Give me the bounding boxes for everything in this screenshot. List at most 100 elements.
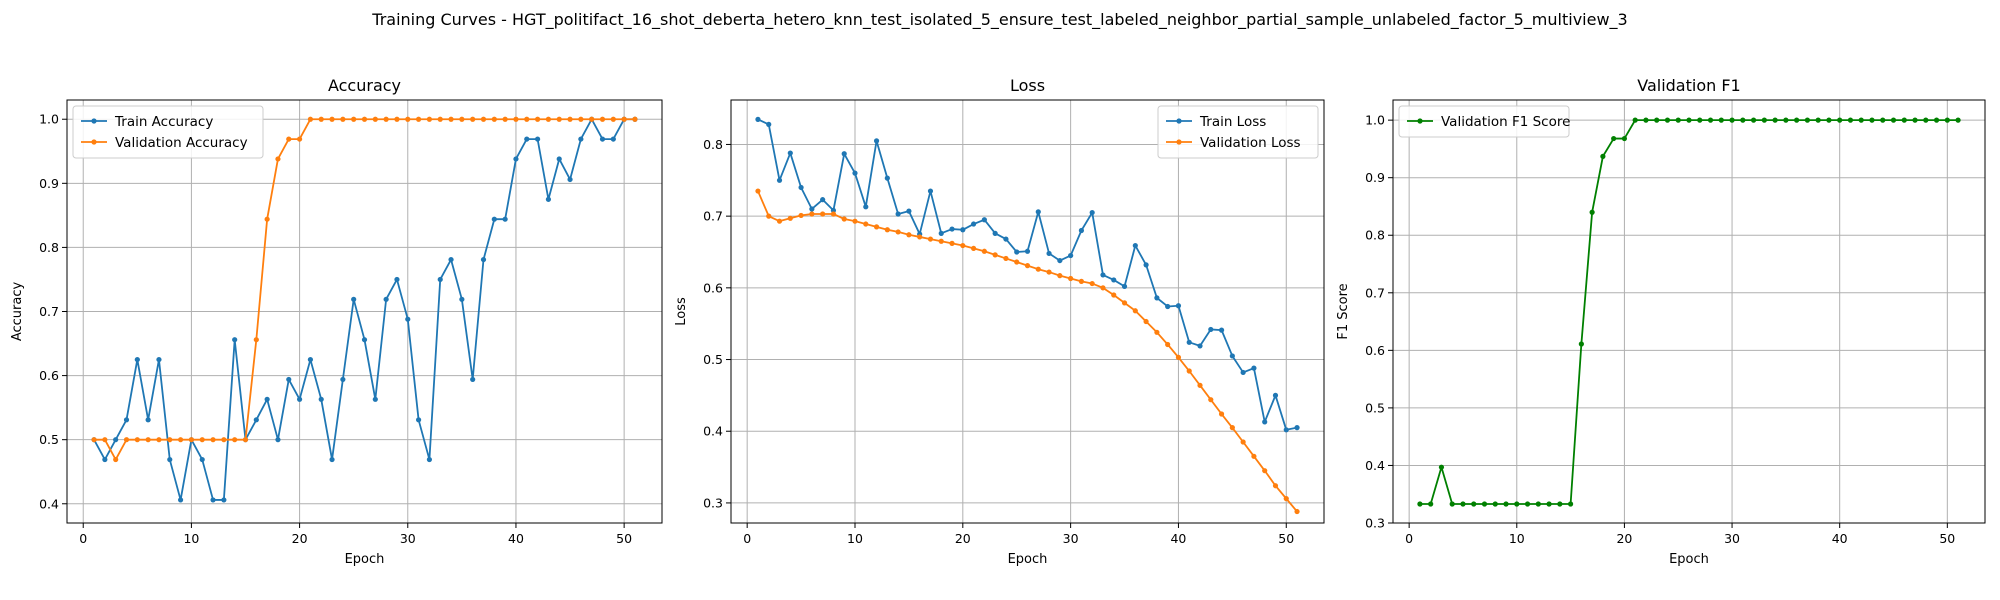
data-point [1933,117,1940,123]
data-point [927,188,934,194]
data-point [1621,135,1628,142]
legend-box [1157,105,1319,159]
data-point [1600,153,1606,159]
legend-label: Train Loss [1199,114,1266,130]
data-point [426,116,433,122]
data-point [1718,117,1724,123]
data-point [242,437,249,443]
data-point [610,136,616,142]
data-point [1675,117,1681,123]
data-point [307,116,314,122]
data-point [1707,117,1714,123]
data-point [1100,272,1106,278]
data-point [841,151,847,157]
data-point [1100,285,1106,291]
data-point [167,437,173,443]
data-point [1546,501,1552,507]
data-point [1078,278,1085,284]
data-point [1955,117,1961,123]
data-point [470,376,476,383]
legend-swatch-marker [1176,139,1182,145]
data-point [1089,209,1095,216]
data-point [534,136,541,142]
x-tick-label: 40 [1170,531,1186,546]
data-point [1815,117,1821,123]
data-point [1417,501,1423,507]
data-point [949,226,955,232]
panel-title: Validation F1 [1637,76,1740,95]
data-point [426,456,433,463]
data-point [1837,117,1843,123]
y-tick-label: 0.5 [703,352,723,367]
data-point [1186,368,1192,374]
data-point [830,207,837,214]
data-point [1003,236,1009,242]
data-point [459,296,465,302]
x-axis-label: Epoch [345,552,385,567]
data-point [1503,501,1509,507]
y-tick-label: 0.8 [703,137,723,152]
y-tick-label: 1.0 [39,112,59,127]
data-point [1165,303,1171,310]
data-point [437,276,443,283]
data-point [415,116,422,122]
data-point [415,417,422,423]
data-point [599,136,606,142]
data-point [221,497,227,503]
data-point [113,456,119,463]
y-tick-label: 0.8 [1365,228,1385,243]
data-point [1208,326,1214,333]
data-point [917,234,923,240]
data-point [91,437,97,443]
data-point [199,456,205,463]
y-axis-label: Loss [674,297,689,326]
data-point [1262,419,1268,425]
data-point [1761,117,1767,123]
data-point [1078,227,1085,234]
x-tick-label: 30 [1063,531,1079,546]
data-point [1283,427,1289,433]
x-tick-label: 0 [1405,531,1413,546]
data-point [787,215,793,221]
data-point [1218,327,1225,333]
data-point [1923,117,1929,123]
data-point [578,116,584,122]
data-point [167,456,173,463]
data-point [1057,257,1063,264]
data-point [394,116,400,122]
data-point [437,116,443,122]
data-point [906,208,912,214]
data-point [1024,263,1031,269]
data-point [1068,252,1074,259]
data-point [405,116,411,122]
x-tick-label: 50 [1278,531,1294,546]
data-point [841,216,847,222]
data-point [1240,439,1246,445]
data-point [1068,275,1074,282]
y-tick-label: 0.4 [703,424,723,439]
data-point [1912,117,1918,123]
y-tick-label: 0.7 [1365,285,1385,300]
legend: Validation F1 Score [1398,105,1570,138]
data-point [1218,411,1225,417]
data-point [1632,117,1638,123]
data-point [1880,117,1886,123]
y-tick-label: 0.7 [39,304,59,319]
data-point [1535,501,1541,507]
data-point [1262,468,1268,474]
legend-label: Validation Loss [1200,135,1301,151]
data-point [567,176,573,183]
data-point [1057,273,1063,279]
x-tick-label: 50 [616,531,632,546]
data-point [459,116,465,122]
data-point [394,276,400,283]
legend-swatch-marker [1176,118,1182,124]
data-point [232,437,238,443]
y-tick-label: 0.6 [703,280,723,295]
data-point [480,256,487,263]
x-tick-label: 10 [1509,531,1525,546]
data-point [123,437,130,443]
data-point [1229,425,1235,431]
data-point [1481,501,1488,507]
